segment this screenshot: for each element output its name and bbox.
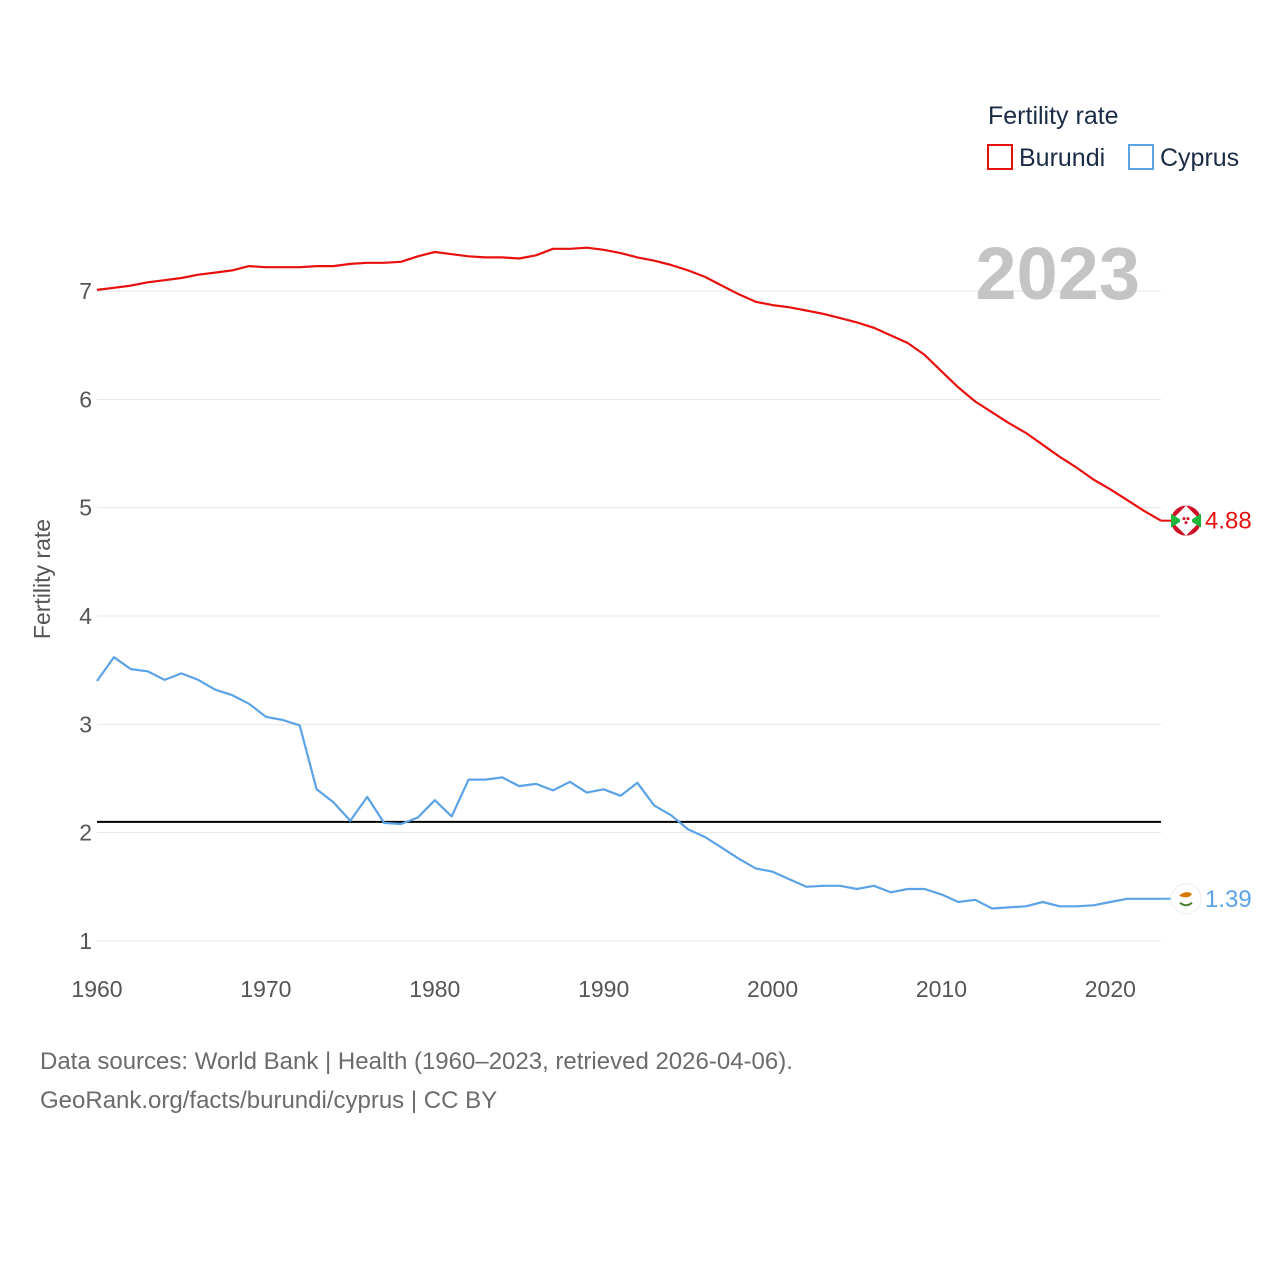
x-axis-ticks: 1960 1970 1980 1990 2000 2010 2020 <box>71 976 1136 1002</box>
line-chart: 1 2 3 4 5 6 7 1960 1970 1980 1990 2000 2010 2020 Fer… <box>29 102 1252 1002</box>
y-tick-label: 2 <box>79 820 92 846</box>
y-tick-label: 6 <box>79 386 92 412</box>
y-tick-label: 3 <box>79 711 92 737</box>
flag-cyprus-icon <box>1170 883 1202 915</box>
x-tick-label: 2020 <box>1085 976 1136 1002</box>
x-tick-label: 1960 <box>71 976 122 1002</box>
year-watermark: 2023 <box>975 232 1140 315</box>
flag-burundi-icon <box>1171 505 1201 536</box>
end-value-label-burundi: 4.88 <box>1205 508 1252 535</box>
series-end-markers: 4.88 1.39 <box>1161 505 1252 915</box>
x-tick-label: 1980 <box>409 976 460 1002</box>
legend-swatch-burundi[interactable] <box>987 144 1013 170</box>
legend-swatch-cyprus[interactable] <box>1128 144 1154 170</box>
legend-label-burundi[interactable]: Burundi <box>1019 144 1105 172</box>
y-tick-label: 5 <box>79 495 92 521</box>
y-axis-label: Fertility rate <box>29 519 55 639</box>
y-tick-label: 4 <box>79 603 92 629</box>
gridlines <box>97 290 1161 942</box>
y-tick-label: 1 <box>79 928 92 954</box>
legend-label-cyprus[interactable]: Cyprus <box>1160 144 1239 172</box>
source-line-1: Data sources: World Bank | Health (1960–… <box>40 1048 793 1075</box>
y-axis-ticks: 1 2 3 4 5 6 7 <box>79 278 92 954</box>
series-line-burundi[interactable] <box>96 246 1162 522</box>
series-line-cyprus[interactable] <box>96 656 1161 910</box>
x-tick-label: 1970 <box>240 976 291 1002</box>
series-lines <box>96 246 1162 910</box>
source-line-2[interactable]: GeoRank.org/facts/burundi/cyprus | CC BY <box>40 1087 498 1114</box>
legend-title: Fertility rate <box>988 102 1119 130</box>
x-tick-label: 2000 <box>747 976 798 1002</box>
x-tick-label: 2010 <box>916 976 967 1002</box>
end-value-label-cyprus: 1.39 <box>1205 886 1252 913</box>
y-tick-label: 7 <box>79 278 92 304</box>
legend: Fertility rate Burundi Cyprus <box>987 102 1239 172</box>
x-tick-label: 1990 <box>578 976 629 1002</box>
source-note: Data sources: World Bank | Health (1960–… <box>40 1042 793 1120</box>
